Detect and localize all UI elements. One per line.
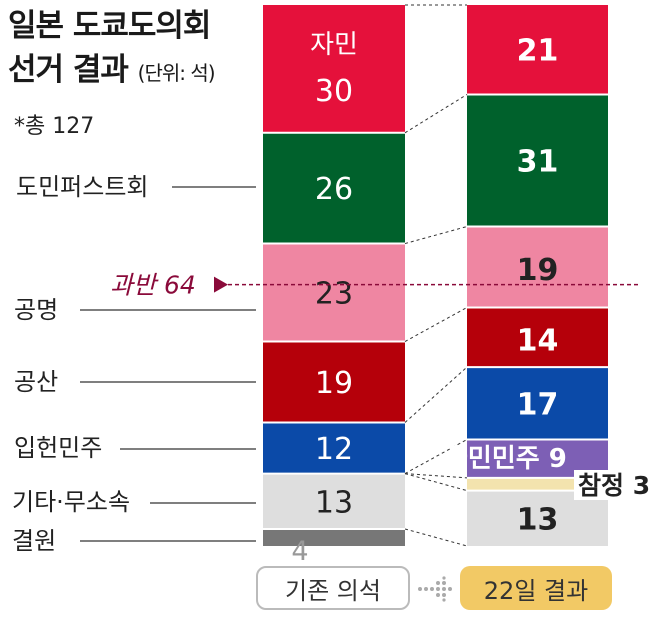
connector-line [404, 94, 468, 134]
arrow-right-icon [418, 576, 452, 602]
bar-segment-jcp-1 [467, 307, 608, 368]
unit-label: (단위: 석) [137, 61, 216, 85]
title-line-1: 일본 도쿄도의회 [8, 8, 211, 44]
party-label-others: 기타·무소속 [12, 488, 130, 516]
data-label-komeito-1: 19 [517, 253, 559, 288]
bar-segment-ldp-1 [467, 5, 608, 95]
data-label-cdp-1: 17 [517, 387, 559, 422]
connector-line [404, 307, 468, 342]
segment-name-label: 자민 [310, 30, 358, 60]
data-label-ldp-1: 21 [517, 34, 559, 69]
data-label-ldp-0: 30 [315, 74, 353, 109]
data-label-vacant-0: 4 [291, 536, 308, 567]
total-note: *총 127 [14, 114, 95, 139]
bar-segment-vacant-0 [263, 528, 405, 546]
connector-line [404, 226, 468, 245]
title-line-2: 선거 결과 (단위: 석) [8, 48, 216, 95]
party-label-komeito: 공명 [14, 296, 58, 324]
bar-segment-sanseito-1 [467, 477, 608, 491]
bar-segment-tomin-0 [263, 132, 405, 244]
bar-segment-tomin-1 [467, 94, 608, 227]
bar-segment-cdp-0 [263, 422, 405, 474]
majority-arrow-icon [214, 276, 228, 293]
bar-segment-jcp-0 [263, 341, 405, 423]
bar-segment-komeito-0 [263, 243, 405, 342]
data-label-tomin-0: 26 [315, 172, 353, 207]
data-label-komeito-0: 23 [315, 277, 353, 312]
bar-segment-cdp-1 [467, 367, 608, 440]
legend-after: 22일 결과 [460, 566, 612, 610]
party-label-vacant: 결원 [12, 527, 56, 555]
bar-segment-others-0 [263, 473, 405, 529]
chart-title: 일본 도쿄도의회 선거 결과 (단위: 석) [8, 4, 216, 95]
data-label-dpp-1: 국민민주 9 [444, 444, 567, 474]
data-label-sanseito-1: 참정 3 [578, 471, 650, 500]
data-label-jcp-1: 14 [517, 323, 559, 358]
title-line-2-text: 선거 결과 [8, 52, 129, 88]
bar-segment-komeito-1 [467, 226, 608, 308]
connector-line [404, 366, 468, 423]
data-label-tomin-1: 31 [517, 144, 559, 179]
data-label-jcp-0: 19 [315, 366, 353, 401]
legend-before: 기존 의석 [256, 566, 410, 610]
party-label-jcp: 공산 [14, 368, 58, 396]
majority-label: 과반 64 [110, 271, 196, 300]
party-label-cdp: 입헌민주 [14, 434, 102, 462]
connector-line [404, 473, 468, 492]
data-label-others-0: 13 [315, 485, 353, 520]
data-label-cdp-0: 12 [315, 432, 353, 467]
party-label-tomin: 도민퍼스트회 [16, 173, 148, 201]
bar-segment-ldp-0 [263, 5, 405, 133]
data-label-others-1: 13 [517, 502, 559, 537]
connector-line [404, 473, 468, 479]
sanseito-label-bg [574, 470, 652, 500]
connector-line [404, 528, 468, 547]
